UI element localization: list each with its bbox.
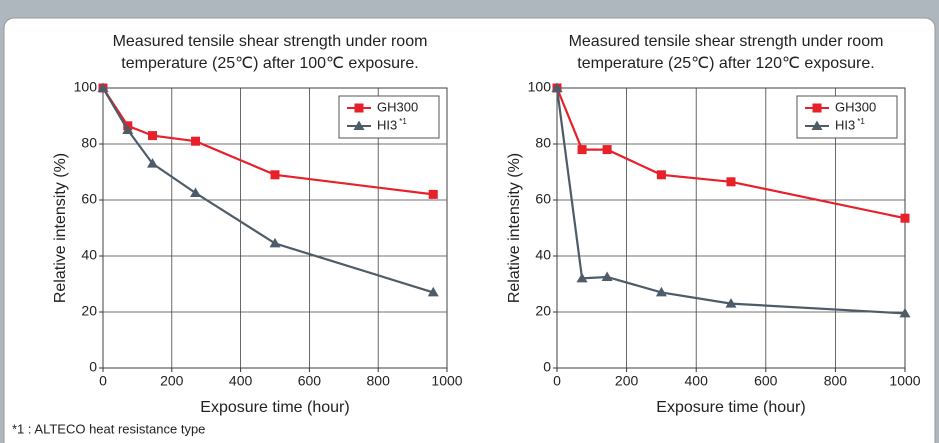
x-tick-label: 800 <box>824 373 848 389</box>
y-axis-label: Relative intensity (%) <box>52 153 69 303</box>
marker <box>811 120 823 130</box>
x-tick-label: 600 <box>754 373 778 389</box>
legend <box>796 95 898 139</box>
marker <box>147 158 159 168</box>
marker <box>148 131 158 141</box>
x-axis-label: Exposure time (hour) <box>656 399 805 416</box>
chart-title: Measured tensile shear strength under ro… <box>113 33 428 50</box>
legend-label: HI3 <box>377 117 397 132</box>
y-tick-label: 20 <box>81 303 97 319</box>
marker <box>269 237 281 248</box>
series-line <box>102 87 434 294</box>
series-line <box>102 87 434 196</box>
y-tick-label: 40 <box>535 247 551 263</box>
marker <box>602 145 612 155</box>
y-tick-label: 60 <box>535 191 551 207</box>
marker <box>122 124 134 134</box>
y-axis-label: Relative intensity (%) <box>506 153 523 303</box>
legend-superscript: *1 <box>399 117 407 126</box>
legend-label: GH300 <box>835 99 876 114</box>
y-tick-label: 0 <box>89 359 97 375</box>
marker <box>551 82 563 92</box>
marker <box>812 103 822 113</box>
y-tick-label: 100 <box>528 79 552 95</box>
x-tick-label: 600 <box>298 373 322 389</box>
marker <box>725 298 737 308</box>
marker <box>353 120 365 130</box>
footnote: *1 : ALTECO heat resistance type <box>12 421 205 436</box>
x-tick-label: 200 <box>615 373 639 389</box>
x-tick-label: 400 <box>685 373 709 389</box>
chart-title: temperature (25℃) after 120℃ exposure. <box>577 55 874 72</box>
marker <box>900 213 910 223</box>
y-tick-label: 20 <box>535 303 551 319</box>
legend-label: GH300 <box>377 99 418 114</box>
x-tick-label: 1000 <box>889 373 920 389</box>
marker <box>601 271 613 281</box>
marker <box>899 307 911 318</box>
chart-title: Measured tensile shear strength under ro… <box>569 33 884 50</box>
marker <box>97 82 109 92</box>
series-line <box>555 87 906 315</box>
series-line <box>555 87 906 220</box>
marker <box>190 187 202 197</box>
x-tick-label: 1000 <box>431 373 462 389</box>
x-tick-label: 800 <box>367 373 391 389</box>
marker <box>576 272 588 283</box>
y-tick-label: 60 <box>81 191 97 207</box>
marker <box>191 136 201 146</box>
x-tick-label: 0 <box>553 373 561 389</box>
y-tick-label: 0 <box>543 359 551 375</box>
y-tick-label: 80 <box>535 135 551 151</box>
x-tick-label: 400 <box>229 373 253 389</box>
y-tick-label: 40 <box>81 247 97 263</box>
marker <box>270 170 280 180</box>
legend-superscript: *1 <box>857 117 865 126</box>
x-axis-label: Exposure time (hour) <box>200 399 349 416</box>
x-tick-label: 200 <box>160 373 184 389</box>
marker <box>428 189 438 199</box>
marker <box>427 286 439 297</box>
y-tick-label: 100 <box>74 79 98 95</box>
legend <box>338 95 440 139</box>
legend-label: HI3 <box>835 117 855 132</box>
marker <box>577 145 587 155</box>
marker <box>354 103 364 113</box>
marker <box>726 177 736 187</box>
x-tick-label: 0 <box>99 373 107 389</box>
marker <box>655 286 667 297</box>
y-tick-label: 80 <box>81 135 97 151</box>
chart-title: temperature (25℃) after 100℃ exposure. <box>121 55 418 72</box>
marker <box>656 170 666 180</box>
